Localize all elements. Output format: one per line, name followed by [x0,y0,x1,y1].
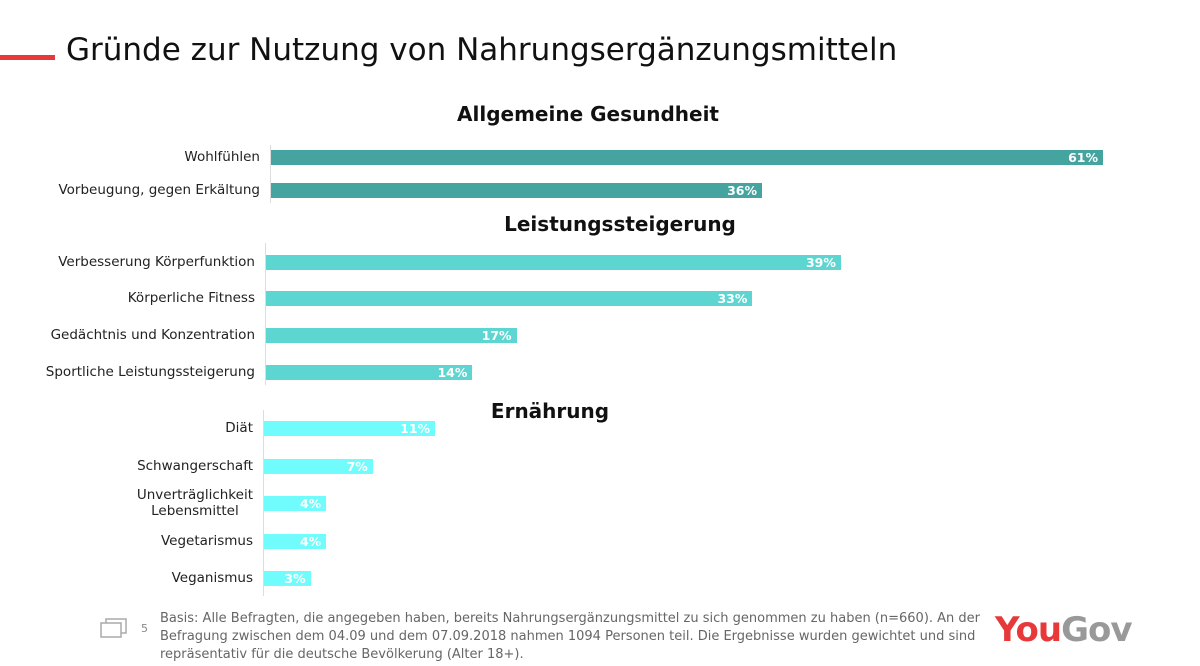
category-label: Vegetarismus [160,533,253,549]
category-label: Veganismus [171,570,253,586]
page-number: 5 [141,622,148,635]
bar: 4% [264,496,327,511]
page-title: Gründe zur Nutzung von Nahrungsergänzung… [66,32,898,68]
category-axis [265,243,266,385]
data-label: 4% [299,534,322,549]
footnote: Basis: Alle Befragten, die angegeben hab… [160,611,981,662]
bar: 3% [264,571,311,586]
bar: 4% [264,534,327,549]
bar: 11% [264,421,436,436]
logo-gov: Gov [1061,610,1132,650]
category-label: Diät [225,420,253,436]
data-label: 17% [481,328,512,343]
category-label: Verbesserung Körperfunktion [58,254,255,270]
category-label: Vorbeugung, gegen Erkältung [58,182,260,198]
category-label: Unverträglichkeit Lebensmittel [136,487,253,519]
category-label: Sportliche Leistungssteigerung [45,364,255,380]
data-label: 33% [717,291,748,306]
bar: 17% [266,328,517,343]
data-label: 7% [346,459,368,474]
data-label: 4% [299,496,322,511]
category-axis [270,145,271,203]
group-title: Leistungssteigerung [504,212,736,236]
bar: 36% [271,183,763,198]
group-title: Ernährung [490,399,610,423]
category-label: Körperliche Fitness [127,290,255,306]
bar: 33% [266,291,753,306]
data-label: 14% [437,365,468,380]
bar: 14% [266,365,473,380]
category-label: Schwangerschaft [137,458,253,474]
data-label: 11% [400,421,431,436]
accent-line [0,55,55,60]
category-axis [263,410,264,596]
data-label: 39% [805,255,836,270]
yougov-logo: YouGov [995,610,1133,650]
group-title: Allgemeine Gesundheit [457,102,719,126]
data-label: 61% [1068,150,1099,165]
logo-you: You [995,610,1062,650]
bar: 61% [271,150,1104,165]
data-label: 36% [727,183,758,198]
category-label: Wohlfühlen [184,149,260,165]
data-label: 3% [284,571,306,586]
category-label: Gedächtnis und Konzentration [50,327,255,343]
bar: 7% [264,459,373,474]
bar: 39% [266,255,841,270]
slides-icon [100,618,127,638]
